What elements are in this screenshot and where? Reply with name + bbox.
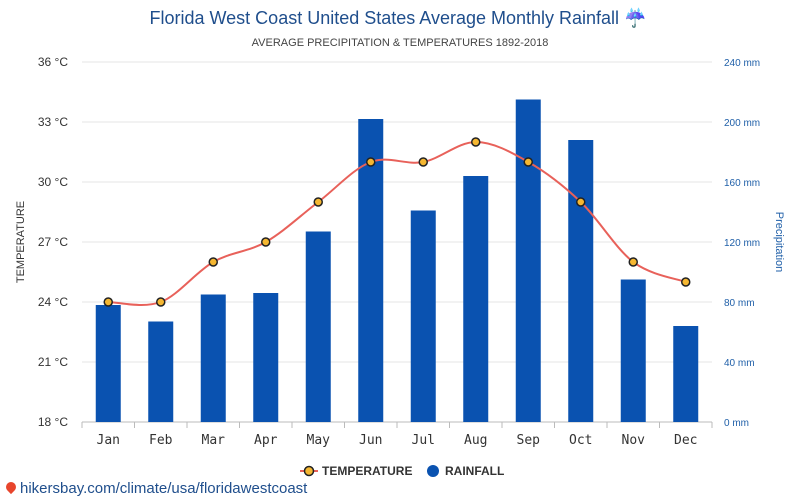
y-right-tick-label: 40 mm — [724, 358, 755, 369]
y-right-tick-label: 0 mm — [724, 418, 749, 429]
x-tick-label: Mar — [202, 433, 226, 448]
legend-item-rainfall[interactable]: RAINFALL — [427, 464, 504, 478]
temperature-line — [108, 140, 687, 306]
temperature-point[interactable] — [156, 297, 166, 307]
legend-rainfall-marker — [427, 465, 439, 477]
legend-temperature-marker — [303, 465, 315, 477]
x-axis: Jan Feb Mar Apr May Jun Jul Aug Sep Oct Nov Dec — [81, 422, 713, 448]
x-tick-label: Oct — [569, 433, 592, 448]
temperature-point[interactable] — [576, 197, 586, 207]
rainfall-bar[interactable] — [463, 176, 489, 422]
x-tick-label: Aug — [464, 433, 487, 448]
footer-link[interactable]: hikersbay.com/climate/usa/floridawestcoa… — [3, 479, 308, 497]
x-tick-label: Dec — [674, 433, 697, 448]
y-left-tick-label: 24 °C — [38, 295, 68, 309]
legend-item-temperature[interactable]: TEMPERATURE — [300, 464, 412, 478]
y-axis-right: 0 mm 40 mm 80 mm 120 mm 160 mm 200 mm 240 mm — [724, 58, 760, 429]
gridlines — [82, 61, 712, 423]
y-right-tick-label: 120 mm — [724, 238, 760, 249]
umbrella-rain-icon: ☔ — [624, 7, 646, 28]
temperature-point[interactable] — [103, 297, 113, 307]
temperature-point[interactable] — [313, 197, 323, 207]
rainfall-bar[interactable] — [358, 119, 384, 422]
temperature-point[interactable] — [681, 277, 691, 287]
x-tick-label: May — [307, 433, 331, 448]
y-axis-right-title: Precipitation — [773, 212, 785, 273]
x-tick-label: Jun — [359, 433, 382, 448]
temperature-points — [103, 137, 691, 307]
temperature-point[interactable] — [366, 157, 376, 167]
rainfall-bar[interactable] — [515, 99, 541, 423]
footer-text: hikersbay.com/climate/usa/floridawestcoa… — [20, 480, 308, 497]
y-left-tick-label: 21 °C — [38, 355, 68, 369]
temperature-point[interactable] — [261, 237, 271, 247]
map-pin-icon — [3, 479, 19, 495]
legend-rainfall-label: RAINFALL — [445, 464, 504, 478]
rainfall-bars — [95, 99, 699, 423]
x-tick-label: Apr — [254, 433, 278, 448]
y-left-tick-label: 18 °C — [38, 415, 68, 429]
y-right-tick-label: 200 mm — [724, 118, 760, 129]
rainfall-bar[interactable] — [568, 140, 594, 422]
y-right-tick-label: 80 mm — [724, 298, 755, 309]
rainfall-bar[interactable] — [200, 294, 226, 423]
y-left-tick-label: 30 °C — [38, 175, 68, 189]
temperature-point[interactable] — [523, 157, 533, 167]
legend: TEMPERATURE RAINFALL — [300, 464, 504, 478]
rainfall-bar[interactable] — [253, 293, 279, 422]
y-left-tick-label: 36 °C — [38, 55, 68, 69]
legend-temperature-label: TEMPERATURE — [322, 464, 412, 478]
temperature-point[interactable] — [471, 137, 481, 147]
x-tick-label: Nov — [622, 433, 646, 448]
y-axis-left: 18 °C 21 °C 24 °C 27 °C 30 °C 33 °C 36 °C — [38, 55, 68, 429]
rainfall-bar[interactable] — [620, 279, 646, 423]
y-left-tick-label: 27 °C — [38, 235, 68, 249]
rainfall-bar[interactable] — [95, 305, 121, 422]
x-tick-label: Jan — [97, 433, 120, 448]
chart-subtitle: AVERAGE PRECIPITATION & TEMPERATURES 189… — [252, 37, 549, 49]
y-right-tick-label: 240 mm — [724, 58, 760, 69]
rainfall-bar[interactable] — [305, 231, 331, 423]
rainfall-bar[interactable] — [148, 321, 174, 423]
rainfall-bar[interactable] — [673, 326, 699, 422]
rainfall-bar[interactable] — [410, 210, 436, 423]
x-tick-label: Jul — [412, 433, 435, 448]
x-tick-label: Sep — [517, 433, 541, 448]
temperature-point[interactable] — [208, 257, 218, 267]
climate-chart: Florida West Coast United States Average… — [15, 7, 785, 478]
y-left-tick-label: 33 °C — [38, 115, 68, 129]
y-axis-left-title: TEMPERATURE — [15, 201, 27, 283]
chart-title: Florida West Coast United States Average… — [149, 7, 646, 28]
y-right-tick-label: 160 mm — [724, 178, 760, 189]
temperature-point[interactable] — [418, 157, 428, 167]
temperature-point[interactable] — [628, 257, 638, 267]
x-tick-label: Feb — [149, 433, 173, 448]
